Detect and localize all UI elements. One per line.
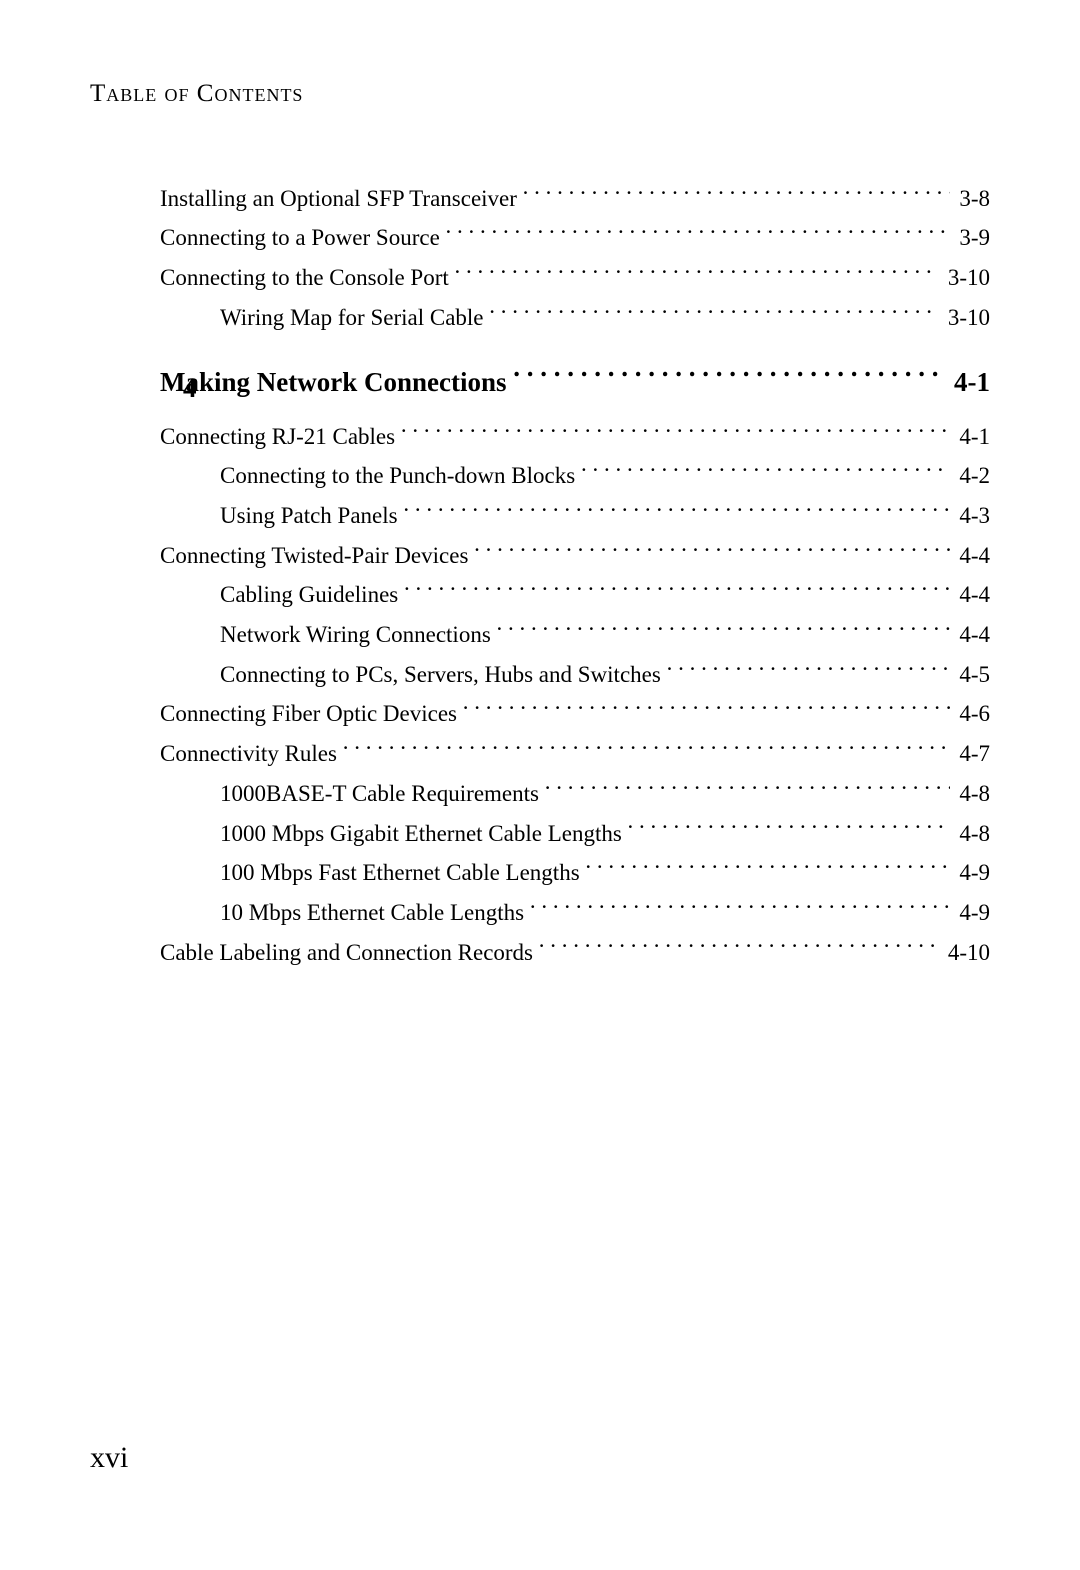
toc-leader-dots — [404, 575, 950, 603]
toc-leader-dots — [667, 654, 950, 682]
toc-container: Installing an Optional SFP Transceiver 3… — [90, 178, 990, 972]
toc-entry: 10 Mbps Ethernet Cable Lengths 4-9 — [220, 892, 990, 932]
page-number: xvi — [90, 1441, 128, 1475]
toc-entry-title: Network Wiring Connections — [220, 615, 497, 654]
toc-leader-dots — [497, 614, 950, 642]
toc-entry: Installing an Optional SFP Transceiver 3… — [160, 178, 990, 218]
page-header: Table of Contents — [90, 80, 990, 108]
toc-leader-dots — [513, 359, 943, 391]
toc-entry-page: 4-9 — [950, 853, 990, 892]
toc-leader-dots — [545, 773, 950, 801]
toc-entry: Connecting to the Punch-down Blocks 4-2 — [220, 456, 990, 496]
toc-entry: Connecting RJ-21 Cables 4-1 — [160, 416, 990, 456]
toc-entry-title: Connecting Twisted-Pair Devices — [160, 536, 474, 575]
toc-entry: Wiring Map for Serial Cable 3-10 — [220, 297, 990, 337]
toc-leader-dots — [628, 813, 950, 841]
toc-entry-title: 10 Mbps Ethernet Cable Lengths — [220, 893, 530, 932]
toc-entry-title: Using Patch Panels — [220, 496, 403, 535]
toc-leader-dots — [463, 694, 950, 722]
toc-leader-dots — [530, 892, 950, 920]
toc-entry: Connecting to the Console Port 3-10 — [160, 257, 990, 297]
toc-leader-dots — [403, 495, 949, 523]
toc-entry-title: Making Network Connections — [160, 360, 513, 406]
toc-entry: Cabling Guidelines 4-4 — [220, 575, 990, 615]
toc-entry: Connecting to PCs, Servers, Hubs and Swi… — [220, 654, 990, 694]
toc-entry-page: 4-2 — [950, 456, 990, 495]
toc-entry-page: 4-6 — [950, 694, 990, 733]
toc-entry-title: Connecting to the Console Port — [160, 258, 455, 297]
toc-entry-title: 1000 Mbps Gigabit Ethernet Cable Lengths — [220, 814, 628, 853]
toc-entry-title: Wiring Map for Serial Cable — [220, 298, 489, 337]
toc-entry-page: 3-10 — [938, 298, 990, 337]
toc-leader-dots — [455, 257, 939, 285]
chapter-number: 4 — [183, 373, 197, 404]
toc-entry-page: 4-8 — [950, 814, 990, 853]
toc-entry-page: 4-7 — [950, 734, 990, 773]
toc-leader-dots — [539, 932, 938, 960]
toc-entry: Connecting to a Power Source 3-9 — [160, 218, 990, 258]
toc-entry-title: Connecting to PCs, Servers, Hubs and Swi… — [220, 655, 667, 694]
toc-entry: Using Patch Panels 4-3 — [220, 495, 990, 535]
toc-leader-dots — [401, 416, 950, 444]
toc-entry-page: 3-10 — [938, 258, 990, 297]
toc-entry: Connecting Twisted-Pair Devices 4-4 — [160, 535, 990, 575]
toc-chapter-row: Making Network Connections 4-1 — [160, 359, 990, 406]
toc-entry-page: 4-5 — [950, 655, 990, 694]
toc-entry-title: Cabling Guidelines — [220, 575, 404, 614]
toc-entry-title: Connecting to the Punch-down Blocks — [220, 456, 581, 495]
toc-entry-title: Connecting to a Power Source — [160, 218, 446, 257]
toc-leader-dots — [446, 218, 950, 246]
toc-entry-page: 4-8 — [950, 774, 990, 813]
toc-leader-dots — [489, 297, 938, 325]
toc-entry-page: 4-1 — [950, 417, 990, 456]
toc-entry: Connectivity Rules 4-7 — [160, 734, 990, 774]
toc-entry: 100 Mbps Fast Ethernet Cable Lengths 4-9 — [220, 853, 990, 893]
toc-entry-title: Installing an Optional SFP Transceiver — [160, 179, 523, 218]
toc-entry-title: 100 Mbps Fast Ethernet Cable Lengths — [220, 853, 585, 892]
toc-entry: Connecting Fiber Optic Devices 4-6 — [160, 694, 990, 734]
toc-entry-page: 4-4 — [950, 615, 990, 654]
toc-entry-title: Cable Labeling and Connection Records — [160, 933, 539, 972]
toc-entry-page: 4-3 — [950, 496, 990, 535]
toc-entry-page: 4-4 — [950, 575, 990, 614]
header-text: Table of Contents — [90, 80, 303, 107]
toc-entry: 1000BASE-T Cable Requirements 4-8 — [220, 773, 990, 813]
toc-entry-page: 3-8 — [950, 179, 990, 218]
toc-leader-dots — [474, 535, 949, 563]
toc-leader-dots — [343, 734, 950, 762]
toc-entry-page: 4-10 — [938, 933, 990, 972]
toc-entry: 1000 Mbps Gigabit Ethernet Cable Lengths… — [220, 813, 990, 853]
toc-entry-page: 4-1 — [943, 360, 990, 406]
toc-entry-title: Connecting Fiber Optic Devices — [160, 694, 463, 733]
toc-entry-title: Connecting RJ-21 Cables — [160, 417, 401, 456]
toc-leader-dots — [523, 178, 950, 206]
toc-entry-page: 4-4 — [950, 536, 990, 575]
toc-leader-dots — [585, 853, 949, 881]
toc-entry-title: 1000BASE-T Cable Requirements — [220, 774, 545, 813]
toc-entry-page: 4-9 — [950, 893, 990, 932]
toc-entry-page: 3-9 — [950, 218, 990, 257]
toc-entry-title: Connectivity Rules — [160, 734, 343, 773]
toc-entry: Cable Labeling and Connection Records 4-… — [160, 932, 990, 972]
toc-leader-dots — [581, 456, 950, 484]
toc-entry: Network Wiring Connections 4-4 — [220, 614, 990, 654]
